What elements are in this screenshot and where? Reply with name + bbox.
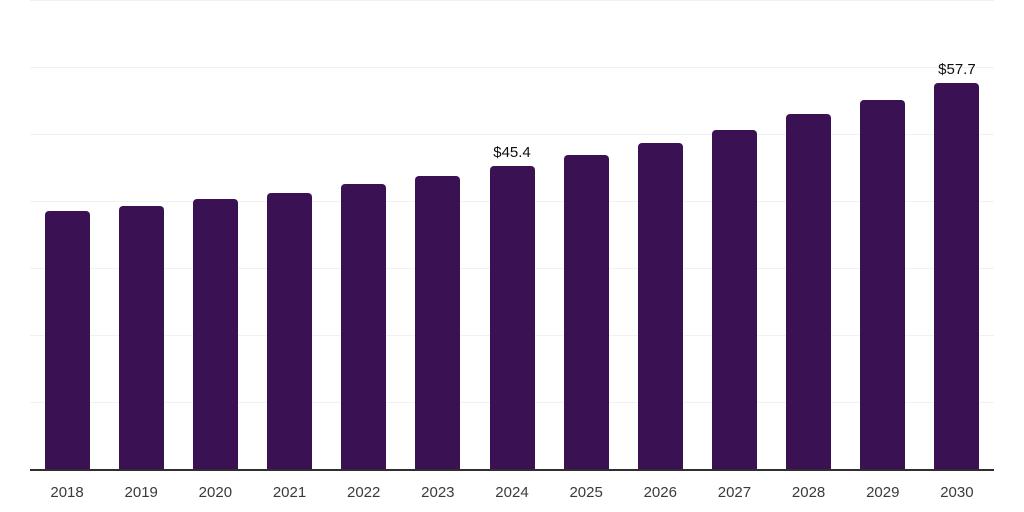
bar-2025 bbox=[563, 155, 609, 470]
x-tick-label-2027: 2027 bbox=[717, 484, 752, 501]
x-tick-label-2023: 2023 bbox=[421, 484, 455, 501]
x-tick-label-2030: 2030 bbox=[940, 484, 974, 501]
bar-2018 bbox=[44, 210, 90, 470]
x-tick-label-2021: 2021 bbox=[272, 484, 307, 501]
bar-2022 bbox=[341, 183, 387, 470]
x-tick-label-2022: 2022 bbox=[346, 484, 381, 501]
bar-2026 bbox=[637, 143, 683, 470]
bar-2020 bbox=[192, 198, 238, 470]
bar-2024 bbox=[489, 165, 535, 470]
x-tick-label-2026: 2026 bbox=[643, 484, 677, 501]
x-tick-label-2028: 2028 bbox=[791, 484, 826, 501]
x-axis-line bbox=[30, 469, 994, 471]
x-tick-label-2020: 2020 bbox=[198, 484, 233, 501]
bar-value-label-2030: $57.7 bbox=[938, 61, 976, 79]
bar-2030 bbox=[934, 83, 980, 470]
bar-value-label-2024: $45.4 bbox=[493, 143, 531, 161]
x-tick-label-2018: 2018 bbox=[50, 484, 84, 501]
gridline bbox=[30, 67, 994, 68]
bar-2027 bbox=[711, 129, 757, 470]
x-axis: 2018 2019 2020 2021 2022 2023 2024 2025 2026 2027… bbox=[30, 484, 994, 504]
x-tick-label-2025: 2025 bbox=[569, 484, 603, 501]
bar-2029 bbox=[860, 100, 906, 470]
x-tick-label-2019: 2019 bbox=[124, 484, 158, 501]
bar-2019 bbox=[118, 206, 164, 470]
gridline bbox=[30, 134, 994, 135]
bar-2028 bbox=[786, 114, 832, 470]
gridline bbox=[30, 0, 994, 1]
bar-2023 bbox=[415, 175, 461, 470]
x-tick-label-2024: 2024 bbox=[495, 484, 529, 501]
bar-2021 bbox=[267, 192, 313, 470]
x-tick-label-2029: 2029 bbox=[866, 484, 900, 501]
plot-area: $45.4 $57.7 bbox=[30, 0, 994, 471]
